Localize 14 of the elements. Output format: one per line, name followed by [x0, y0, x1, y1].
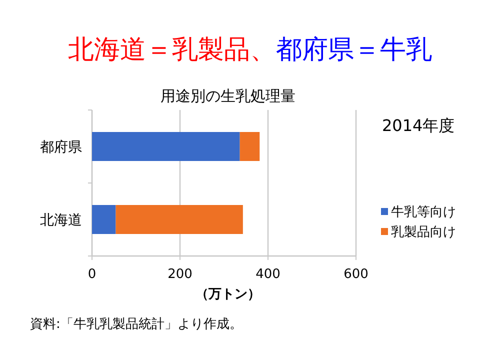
bar [116, 205, 243, 234]
bar [240, 132, 260, 161]
x-tick-label: 0 [88, 267, 96, 282]
x-axis-title: （万トン） [196, 287, 260, 302]
x-tick-label: 600 [344, 267, 368, 282]
chart-title: 用途別の生乳処理量 [160, 87, 296, 105]
text: 2014年度 [382, 116, 455, 135]
text: 資料:「牛乳乳製品統計」より作成。 [30, 317, 242, 332]
y-tick-label: 都府県 [40, 140, 82, 156]
x-tick-label: 400 [256, 267, 280, 282]
bar [92, 132, 240, 161]
bar [92, 205, 116, 234]
x-tick-label: 200 [168, 267, 192, 282]
y-tick-label: 北海道 [40, 212, 82, 228]
